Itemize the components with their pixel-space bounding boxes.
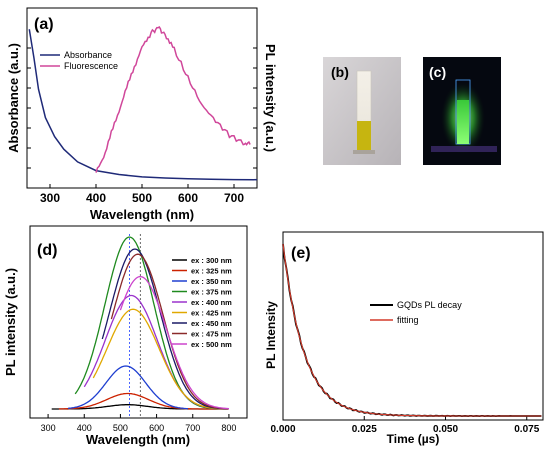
panel-a-x-tick-label: 500 [132,191,152,205]
panel-e-x-tick-label: 0.075 [514,424,539,435]
panel-d-frame [29,225,248,419]
panel-c-tag: (c) [429,64,446,80]
panel-d-x-tick-label: 600 [149,423,164,433]
panel-d-legend-label: ex : 450 nm [191,319,232,328]
panel-e-lines [282,243,542,418]
panel-e-legend: GQDs PL decay fitting [370,300,462,325]
series-gqds-pl-decay [282,243,542,418]
panel-a-x-tick-label: 400 [86,191,106,205]
vial-b-base [353,150,375,154]
panel-a-x-tick-label: 700 [224,191,244,205]
panel-d-legend-label: ex : 300 nm [191,256,232,265]
panel-a-legend: Absorbance Fluorescence [40,50,118,71]
panel-e-frame [282,231,544,421]
panel-b-photo: (b) [323,57,401,165]
vial-c-liquid [457,100,469,144]
series-ex-500-nm [119,275,229,410]
vial-c-reflection [431,146,497,152]
panel-d-x-tick-label: 800 [221,423,236,433]
panel-e-x-tick-label: 0.025 [352,424,377,435]
panel-d: (d) PL intensity (a.u.) Wavelength (nm) … [3,225,248,447]
panel-d-legend-label: ex : 375 nm [191,288,232,297]
panel-e-x-ticks: 0.000 0.025 0.050 0.075 [270,416,540,435]
panel-a-x-tick-label: 600 [178,191,198,205]
panel-e-x-tick-label: 0.000 [270,424,295,435]
legend-label-fitting: fitting [397,315,419,325]
panel-d-xlabel: Wavelength (nm) [86,432,190,447]
panel-c-photo: (c) [423,57,501,165]
series-fitting [282,243,542,417]
panel-d-tag: (d) [37,242,57,259]
series-ex-425-nm [92,308,228,410]
panel-a-ylabel-right: PL intensity (a.u.) [263,44,278,152]
panel-d-x-tick-label: 700 [185,423,200,433]
panel-e-ylabel: PL Intensity [264,301,278,369]
panel-e-x-tick-label: 0.050 [433,424,458,435]
panel-d-x-tick-label: 400 [77,423,92,433]
panel-d-lines [51,236,229,410]
panel-a-lines [28,25,258,181]
panel-d-ylabel: PL intensity (a.u.) [3,268,18,376]
series-ex-450-nm [101,248,229,410]
panel-a: (a) Absorbance (a.u.) PL intensity (a.u.… [6,7,278,222]
series-ex-350-nm [67,365,189,410]
panel-d-legend-label: ex : 500 nm [191,340,232,349]
panel-a-tag: (a) [34,16,54,33]
vial-b-liquid [357,121,371,150]
series-fluorescence [95,25,251,173]
panel-a-x-ticks: 300 400 500 600 700 [27,47,257,205]
panel-e-xlabel: Time (µs) [387,432,440,446]
legend-label-fluorescence: Fluorescence [64,61,118,71]
panel-d-x-tick-label: 500 [113,423,128,433]
panel-d-legend-label: ex : 425 nm [191,309,232,318]
panel-e: (e) PL Intensity Time (µs) 0.000 0.025 0.0… [264,231,544,446]
series-ex-325-nm [58,392,229,410]
panel-d-x-tick-label: 300 [41,423,56,433]
panel-a-xlabel: Wavelength (nm) [90,207,194,222]
panel-e-tag: (e) [291,245,311,262]
panel-b-tag: (b) [331,64,349,80]
panel-a-frame [26,7,258,189]
panel-d-legend-label: ex : 400 nm [191,298,232,307]
panel-d-x-ticks: 300 400 500 600 700 800 [41,414,236,433]
panel-d-legend-label: ex : 350 nm [191,277,232,286]
panel-a-ylabel-left: Absorbance (a.u.) [6,43,21,153]
panel-d-legend-label: ex : 475 nm [191,330,232,339]
legend-label-absorbance: Absorbance [64,50,112,60]
legend-label-decay: GQDs PL decay [397,300,462,310]
panel-d-legend-label: ex : 325 nm [191,267,232,276]
panel-a-x-tick-label: 300 [40,191,60,205]
panel-d-reference-lines [129,234,141,418]
